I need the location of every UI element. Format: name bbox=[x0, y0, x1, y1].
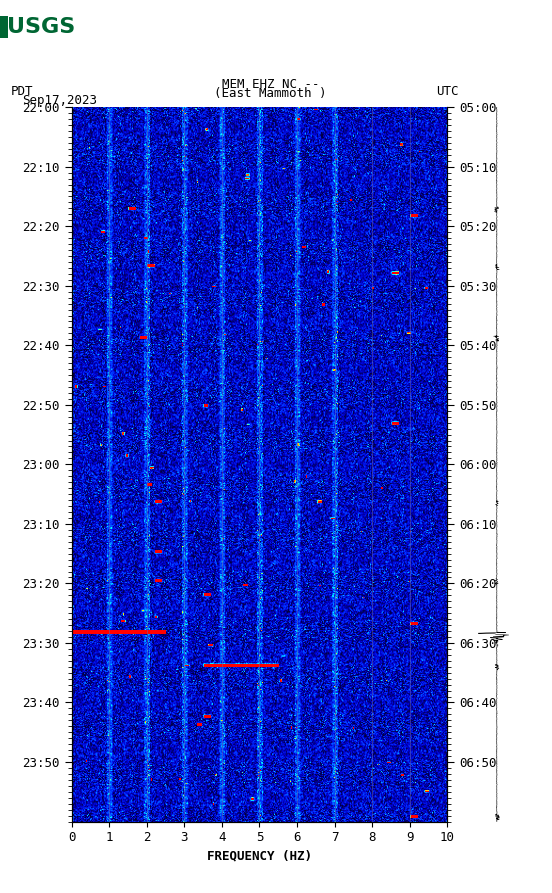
Text: MEM EHZ NC --: MEM EHZ NC -- bbox=[222, 78, 319, 91]
FancyBboxPatch shape bbox=[0, 16, 8, 38]
Text: PDT: PDT bbox=[11, 85, 34, 98]
Text: Sep17,2023: Sep17,2023 bbox=[22, 94, 97, 107]
X-axis label: FREQUENCY (HZ): FREQUENCY (HZ) bbox=[207, 850, 312, 863]
Text: (East Mammoth ): (East Mammoth ) bbox=[214, 87, 327, 100]
Text: UTC: UTC bbox=[436, 85, 458, 98]
Text: USGS: USGS bbox=[7, 17, 75, 37]
